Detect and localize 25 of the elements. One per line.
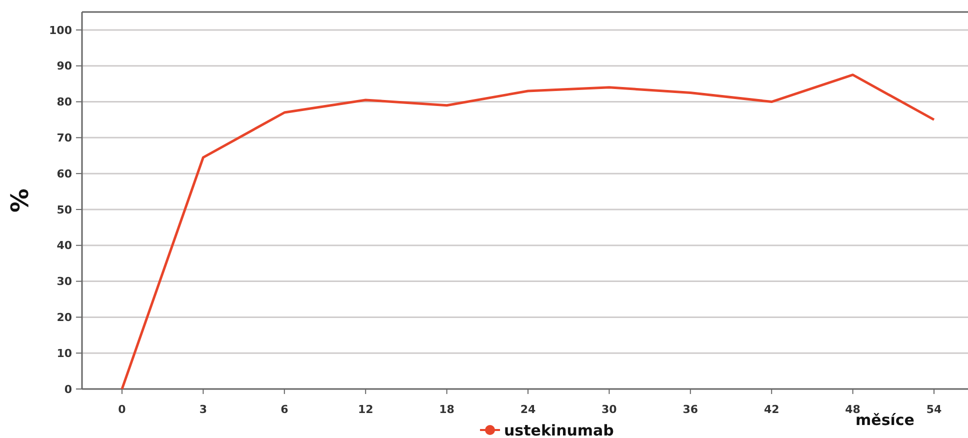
x-tick-label: 48: [845, 402, 860, 416]
legend-label: ustekinumab: [504, 421, 614, 438]
line-series: [120, 74, 936, 390]
x-tick-label: 54: [926, 402, 942, 416]
y-tick-label: 50: [56, 203, 72, 216]
x-tick-label: 12: [358, 402, 374, 416]
y-axis-title: %: [6, 188, 34, 213]
x-tick-label: 6: [280, 402, 289, 416]
y-tick-label: 0: [64, 382, 72, 396]
y-tick-label: 100: [49, 24, 72, 37]
x-tick-label: 42: [764, 402, 780, 416]
x-tick-label: 0: [118, 402, 126, 416]
x-tick-label: 3: [199, 402, 208, 416]
y-tick-label: 60: [56, 167, 72, 180]
x-tick-label: 18: [439, 402, 454, 416]
y-tick-label: 40: [56, 239, 72, 252]
y-tick-label: 70: [56, 132, 72, 145]
x-tick-label: 36: [682, 402, 698, 416]
y-tick-label: 20: [56, 311, 72, 324]
y-tick-label: 80: [56, 96, 72, 109]
y-tick-label: 10: [56, 346, 72, 360]
x-tick-label: 30: [602, 402, 618, 416]
y-tick-label: 90: [56, 60, 72, 73]
y-tick-label: 30: [56, 275, 72, 288]
x-tick-label: 24: [520, 402, 536, 416]
